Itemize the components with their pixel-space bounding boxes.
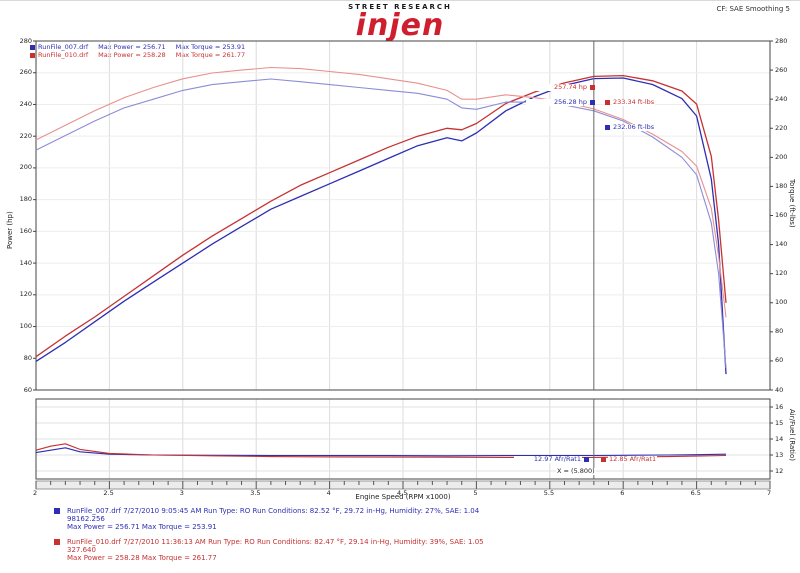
left-axis-tick-label: 180 (19, 195, 32, 204)
legend-row-run1: RunFile_007.drf Max Power = 256.71 Max T… (30, 43, 255, 51)
brand-header: STREET RESEARCH injen (0, 4, 800, 41)
cursor-afr-run2-marker (601, 457, 606, 462)
left-axis-tick-label: 80 (23, 353, 32, 362)
run-legend: RunFile_007.drf Max Power = 256.71 Max T… (30, 43, 255, 59)
cursor-torque-run2-marker (605, 100, 610, 105)
legend-run2-max-torque: Max Torque = 261.77 (175, 51, 246, 59)
right-axis-tick-label: 200 (775, 152, 788, 161)
right-axis-tick-label: 60 (775, 356, 784, 365)
x-axis-tick-label: 2.5 (103, 489, 114, 497)
left-axis-tick-label: 280 (19, 36, 32, 45)
x-axis-title: Engine Speed (RPM x1000) (355, 493, 451, 501)
brand-tagline: STREET RESEARCH (348, 3, 452, 11)
legend-run1-max-torque: Max Torque = 253.91 (175, 43, 246, 51)
afr-axis-tick-label: 14 (775, 434, 784, 443)
run1-torque-curve (35, 78, 727, 369)
x-axis-tick-label: 3 (179, 489, 184, 497)
right-axis-tick-label: 40 (775, 385, 784, 394)
run2-summary-conditions: RunFile_010.drf 7/27/2010 11:36:13 AM Ru… (67, 538, 484, 546)
x-axis-tick-label: 7 (767, 489, 772, 497)
run1-summary-conditions: RunFile_007.drf 7/27/2010 9:05:45 AM Run… (67, 507, 480, 515)
cursor-power-run2-label: 257.74 hp (528, 84, 588, 91)
left-axis-tick-label: 160 (19, 226, 32, 235)
cursor-torque-run1-marker (605, 125, 610, 130)
afr-axis-tick-label: 13 (775, 450, 784, 459)
legend-run2-file: RunFile_010.drf (38, 51, 89, 59)
run2-color-swatch (30, 52, 35, 58)
run1-afr-curve (35, 447, 727, 457)
x-axis-tick-label: 5.5 (543, 489, 555, 497)
left-axis-tick-label: 100 (19, 322, 32, 331)
cursor-power-run2-marker (590, 85, 595, 90)
run2-torque-curve (35, 66, 727, 318)
legend-run1-max-power: Max Power = 256.71 (98, 43, 166, 51)
run1-summary-extra: 98162.256 (67, 515, 105, 523)
right-axis-tick-label: 100 (775, 298, 788, 307)
run2-summary-extra: 327.640 (67, 546, 96, 554)
right-axis-tick-label: 120 (775, 269, 788, 278)
cursor-torque-run2-label: 233.34 ft-lbs (612, 98, 656, 106)
run-summaries: RunFile_007.drf 7/27/2010 9:05:45 AM Run… (54, 507, 484, 569)
right-axis-tick-label: 280 (775, 36, 788, 45)
right-axis-tick-label: 180 (775, 181, 788, 190)
cursor-afr-run1-marker (584, 457, 589, 462)
run1-power-curve (35, 77, 727, 375)
legend-run2-max-power: Max Power = 258.28 (98, 51, 166, 59)
cursor-torque-run1-label: 232.06 ft-lbs (612, 123, 656, 131)
run1-summary: RunFile_007.drf 7/27/2010 9:05:45 AM Run… (54, 507, 484, 531)
left-axis-tick-label: 200 (19, 163, 32, 172)
run2-summary-swatch (54, 539, 60, 545)
afr-axis-tick-label: 12 (775, 466, 784, 475)
left-axis-title: Power (hp) (6, 211, 14, 249)
cursor-power-run1-marker (590, 100, 595, 105)
afr-axis-tick-label: 16 (775, 402, 784, 411)
left-axis-tick-label: 120 (19, 290, 32, 299)
right-axis-tick-label: 220 (775, 123, 788, 132)
left-axis-tick-label: 240 (19, 99, 32, 108)
left-axis-tick-label: 220 (19, 131, 32, 140)
run2-power-curve (35, 74, 727, 358)
x-axis-tick-label: 3.5 (250, 489, 261, 497)
x-axis-tick-label: 4 (326, 489, 331, 497)
right-axis-tick-label: 240 (775, 94, 788, 103)
x-axis-tick-label: 6.5 (690, 489, 701, 497)
right-axis-title: Torque (ft-lbs) (788, 179, 796, 228)
left-axis-tick-label: 60 (23, 385, 32, 394)
x-axis-tick-label: 6 (620, 489, 625, 497)
injen-logo: injen (355, 8, 445, 43)
left-axis-tick-label: 140 (19, 258, 32, 267)
cursor-afr-run2-label: 12.85 Afr/Rat1 (608, 455, 658, 463)
afr-axis-title: Air/Fuel (Ratio) (788, 409, 796, 461)
right-axis-tick-label: 140 (775, 240, 788, 249)
right-axis-tick-label: 80 (775, 327, 784, 336)
legend-run1-file: RunFile_007.drf (38, 43, 89, 51)
legend-row-run2: RunFile_010.drf Max Power = 258.28 Max T… (30, 51, 255, 59)
run1-color-swatch (30, 44, 35, 50)
left-axis-tick-label: 260 (19, 68, 32, 77)
x-axis-tick-label: 2 (33, 489, 38, 497)
cursor-x-readout: X = (5.800) (556, 467, 596, 475)
x-axis-tick-label: 4.5 (397, 489, 408, 497)
x-axis-tick-label: 5 (473, 489, 478, 497)
correction-smoothing-info: CF: SAE Smoothing 5 (716, 5, 790, 13)
cursor-power-run1-label: 256.28 hp (526, 99, 588, 106)
run2-summary: RunFile_010.drf 7/27/2010 11:36:13 AM Ru… (54, 538, 484, 562)
run1-summary-swatch (54, 508, 60, 514)
run1-summary-maxima: Max Power = 256.71 Max Torque = 253.91 (67, 523, 217, 531)
right-axis-tick-label: 160 (775, 211, 788, 219)
afr-axis-tick-label: 15 (775, 418, 784, 427)
right-axis-tick-label: 260 (775, 65, 788, 74)
cursor-afr-run1-label: 12.97 Afr/Rat1 (514, 456, 582, 463)
run2-summary-maxima: Max Power = 258.28 Max Torque = 261.77 (67, 554, 217, 562)
